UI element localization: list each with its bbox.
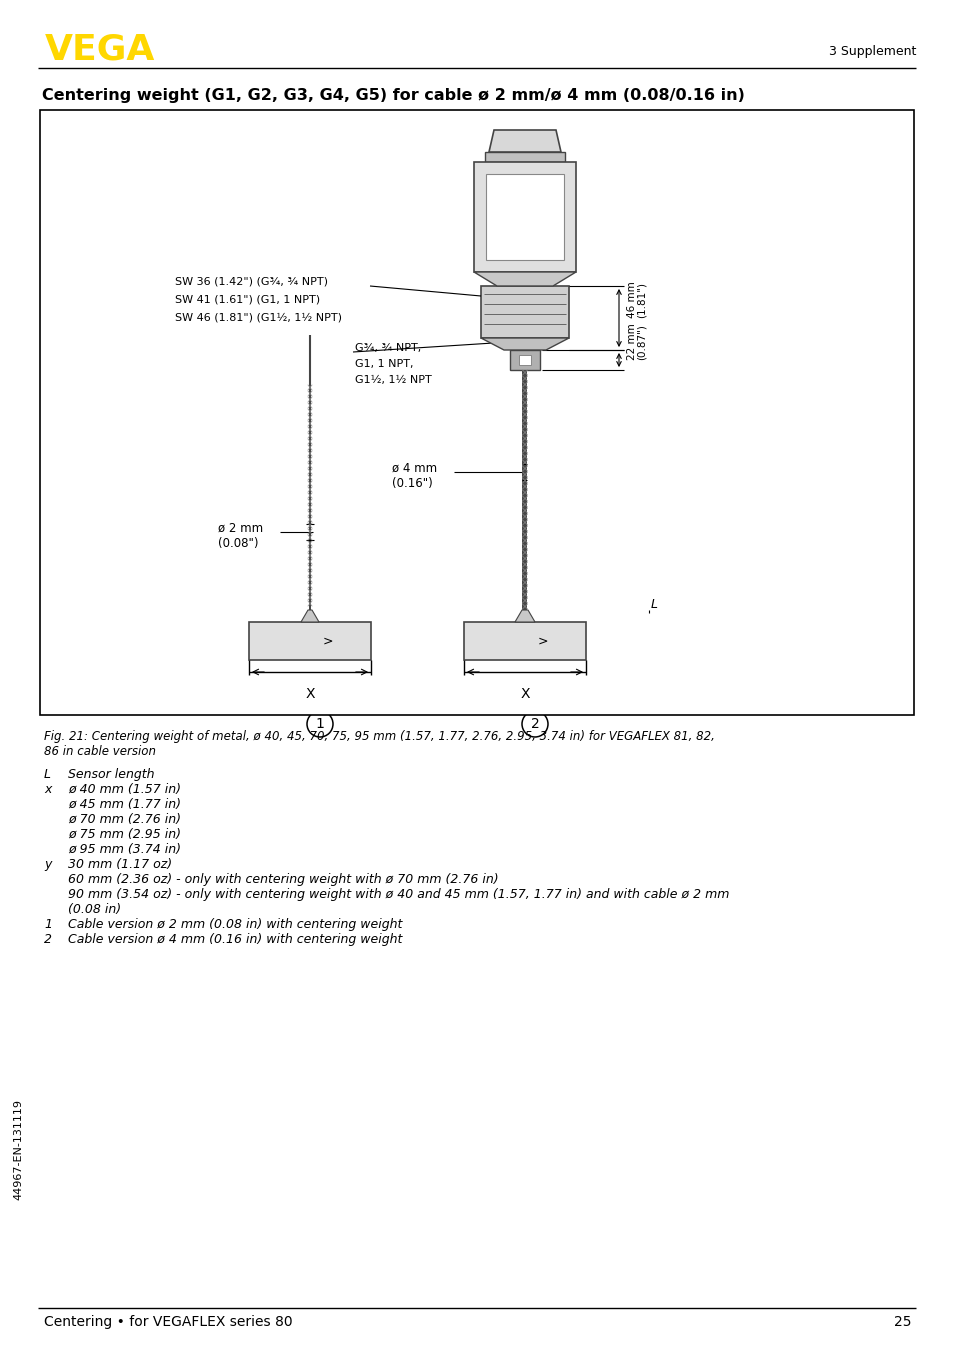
Polygon shape [301, 611, 318, 621]
Text: SW 46 (1.81") (G1½, 1½ NPT): SW 46 (1.81") (G1½, 1½ NPT) [174, 313, 341, 324]
Text: G¾, ¾ NPT,: G¾, ¾ NPT, [355, 343, 421, 353]
Text: 1: 1 [315, 718, 324, 731]
Text: (1.81"): (1.81") [637, 282, 646, 318]
Polygon shape [474, 272, 576, 286]
Bar [40, 110, 913, 715]
Text: 25: 25 [894, 1315, 911, 1330]
Text: (0.08"): (0.08") [218, 536, 258, 550]
Text: 44967-EN-131119: 44967-EN-131119 [13, 1099, 23, 1201]
Polygon shape [489, 130, 560, 152]
Text: >: > [537, 635, 548, 647]
Bar [480, 286, 568, 338]
Text: 1: 1 [44, 918, 52, 932]
Text: 2: 2 [44, 933, 52, 946]
Text: x: x [44, 783, 51, 796]
Polygon shape [480, 338, 568, 349]
Text: 86 in cable version: 86 in cable version [44, 745, 156, 758]
Text: 2: 2 [530, 718, 538, 731]
Text: G1, 1 NPT,: G1, 1 NPT, [355, 359, 413, 370]
Text: Cable version ø 2 mm (0.08 in) with centering weight: Cable version ø 2 mm (0.08 in) with cent… [68, 918, 402, 932]
Bar [249, 621, 371, 659]
Text: ø 2 mm: ø 2 mm [218, 521, 263, 535]
Text: 90 mm (3.54 oz) - only with centering weight with ø 40 and 45 mm (1.57, 1.77 in): 90 mm (3.54 oz) - only with centering we… [68, 888, 729, 900]
Text: 22 mm: 22 mm [626, 324, 637, 360]
Bar [510, 349, 539, 370]
Bar [518, 355, 531, 366]
Text: (0.87"): (0.87") [637, 324, 646, 360]
Text: ø 95 mm (3.74 in): ø 95 mm (3.74 in) [68, 844, 181, 856]
Text: X: X [305, 686, 314, 701]
Text: L: L [650, 598, 657, 612]
Text: VEGA: VEGA [45, 32, 155, 66]
Text: 30 mm (1.17 oz): 30 mm (1.17 oz) [68, 858, 172, 871]
Bar [522, 370, 527, 611]
Bar [485, 175, 563, 260]
Text: (0.08 in): (0.08 in) [68, 903, 121, 917]
Text: (0.16"): (0.16") [392, 477, 433, 490]
Text: ø 45 mm (1.77 in): ø 45 mm (1.77 in) [68, 798, 181, 811]
Bar [463, 621, 585, 659]
Text: ø 40 mm (1.57 in): ø 40 mm (1.57 in) [68, 783, 181, 796]
Bar [309, 385, 311, 611]
Polygon shape [307, 324, 313, 334]
Text: Centering weight (G1, G2, G3, G4, G5) for cable ø 2 mm/ø 4 mm (0.08/0.16 in): Centering weight (G1, G2, G3, G4, G5) fo… [42, 88, 744, 103]
Text: 60 mm (2.36 oz) - only with centering weight with ø 70 mm (2.76 in): 60 mm (2.36 oz) - only with centering we… [68, 873, 498, 886]
Text: G1½, 1½ NPT: G1½, 1½ NPT [355, 375, 432, 385]
Text: ø 75 mm (2.95 in): ø 75 mm (2.95 in) [68, 829, 181, 841]
Text: ø 4 mm: ø 4 mm [392, 462, 436, 474]
Text: ø 70 mm (2.76 in): ø 70 mm (2.76 in) [68, 812, 181, 826]
Text: L: L [44, 768, 51, 781]
Text: y: y [44, 858, 51, 871]
Text: >: > [322, 635, 333, 647]
Polygon shape [515, 611, 535, 621]
Text: Cable version ø 4 mm (0.16 in) with centering weight: Cable version ø 4 mm (0.16 in) with cent… [68, 933, 402, 946]
Text: SW 41 (1.61") (G1, 1 NPT): SW 41 (1.61") (G1, 1 NPT) [174, 295, 320, 305]
Text: Centering • for VEGAFLEX series 80: Centering • for VEGAFLEX series 80 [44, 1315, 293, 1330]
Text: X: X [519, 686, 529, 701]
Bar [474, 162, 576, 272]
Text: 46 mm: 46 mm [626, 282, 637, 318]
Text: 3 Supplement: 3 Supplement [828, 46, 915, 58]
Text: Fig. 21: Centering weight of metal, ø 40, 45, 70, 75, 95 mm (1.57, 1.77, 2.76, 2: Fig. 21: Centering weight of metal, ø 40… [44, 730, 714, 743]
Text: Sensor length: Sensor length [68, 768, 154, 781]
Text: SW 36 (1.42") (G¾, ¾ NPT): SW 36 (1.42") (G¾, ¾ NPT) [174, 278, 328, 287]
Bar [484, 152, 564, 162]
